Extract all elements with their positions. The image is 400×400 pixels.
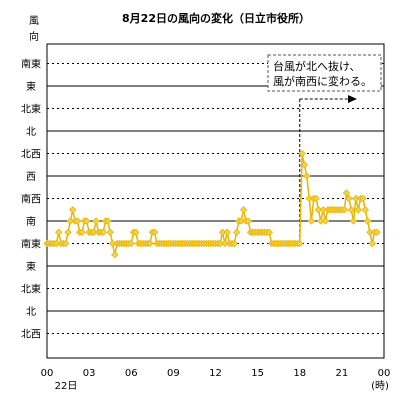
- data-point: [66, 217, 75, 225]
- data-point: [373, 228, 381, 236]
- data-point: [239, 206, 248, 214]
- y-category-label: 北: [26, 126, 36, 138]
- x-tick-label: 03: [83, 368, 96, 379]
- plot-area-border: [46, 43, 385, 359]
- data-point: [319, 206, 327, 214]
- data-point: [90, 228, 98, 236]
- data-point: [92, 217, 100, 225]
- data-point: [230, 239, 238, 248]
- x-tick-label: 00: [41, 368, 54, 379]
- data-point: [363, 217, 372, 225]
- data-point: [359, 194, 367, 203]
- data-point: [127, 239, 135, 248]
- y-category-label: 東: [26, 260, 36, 273]
- data-point: [345, 194, 353, 203]
- y-category-label: 北東: [21, 283, 41, 296]
- chart-title: 8月22日の風向の変化（日立市役所）: [122, 11, 310, 25]
- data-point: [106, 228, 114, 236]
- x-tick-label: 12: [209, 368, 222, 379]
- data-point: [52, 239, 61, 248]
- data-point: [221, 239, 229, 248]
- data-point: [300, 161, 309, 169]
- data-point: [99, 228, 107, 236]
- data-point: [314, 206, 323, 214]
- data-point: [366, 228, 374, 236]
- x-tick-label: 21: [336, 368, 349, 379]
- data-point: [361, 206, 369, 214]
- data-point: [321, 217, 330, 225]
- data-point: [73, 217, 82, 225]
- data-point: [352, 194, 360, 203]
- data-point: [104, 217, 112, 225]
- data-point: [132, 228, 140, 236]
- data-point: [111, 251, 119, 259]
- y-category-label: 北西: [21, 149, 41, 161]
- data-point: [265, 228, 273, 236]
- data-point: [223, 228, 231, 236]
- data-point: [78, 228, 86, 236]
- data-point: [303, 172, 311, 180]
- data-point: [108, 239, 117, 248]
- data-point: [317, 217, 325, 225]
- data-point: [305, 194, 313, 203]
- data-point: [69, 206, 77, 214]
- y-axis-label-2: 向: [29, 30, 39, 43]
- x-tick-label: 09: [167, 368, 180, 379]
- annotation: 台風が北へ抜け、 風が南西に変わる。: [267, 54, 382, 242]
- data-point: [218, 228, 227, 236]
- x-tick-label: 06: [125, 368, 138, 379]
- grid-lines: [47, 63, 384, 334]
- data-point: [368, 239, 376, 248]
- data-point: [216, 239, 224, 248]
- y-category-label: 南東: [21, 238, 41, 251]
- data-point: [146, 239, 154, 248]
- data-point: [55, 228, 63, 236]
- annotation-line-2: 風が南西に変わる。: [273, 74, 372, 88]
- x-tick-label: 15: [251, 368, 264, 379]
- y-category-label: 南: [26, 215, 36, 228]
- data-point: [62, 239, 70, 248]
- y-category-label: 北: [26, 306, 36, 318]
- data-point: [83, 217, 91, 225]
- y-category-label: 西: [26, 172, 36, 183]
- data-point: [64, 228, 72, 236]
- data-point: [307, 217, 316, 225]
- x-tick-label: 00: [378, 368, 391, 379]
- x-sublabel: 22日: [55, 381, 78, 392]
- data-point: [232, 228, 241, 236]
- annotation-line-1: 台風が北へ抜け、: [273, 59, 360, 73]
- data-point: [342, 189, 351, 197]
- data-point: [244, 217, 252, 225]
- data-point: [347, 206, 355, 214]
- x-unit: (時): [371, 380, 389, 392]
- series-line: [47, 153, 377, 255]
- data-point: [237, 217, 245, 225]
- wind-series: [43, 149, 381, 259]
- y-category-label: 南東: [21, 58, 41, 71]
- y-category-label: 東: [26, 80, 36, 93]
- data-point: [296, 239, 304, 248]
- data-point: [298, 149, 306, 158]
- data-point: [349, 217, 358, 225]
- data-point: [340, 206, 348, 214]
- y-category-label: 北東: [21, 103, 41, 116]
- data-point: [354, 206, 362, 214]
- y-category-label: 北西: [21, 329, 41, 341]
- annotation-box: [267, 54, 382, 92]
- data-point: [151, 228, 159, 236]
- x-tick-labels: 00 03 06 09 12 15 18 21 00: [41, 368, 391, 379]
- x-tick-label: 18: [293, 368, 306, 379]
- annotation-arrow-head: [348, 95, 357, 103]
- y-axis-label-1: 風: [29, 15, 39, 27]
- data-point: [312, 194, 320, 203]
- y-category-label: 南西: [21, 193, 41, 206]
